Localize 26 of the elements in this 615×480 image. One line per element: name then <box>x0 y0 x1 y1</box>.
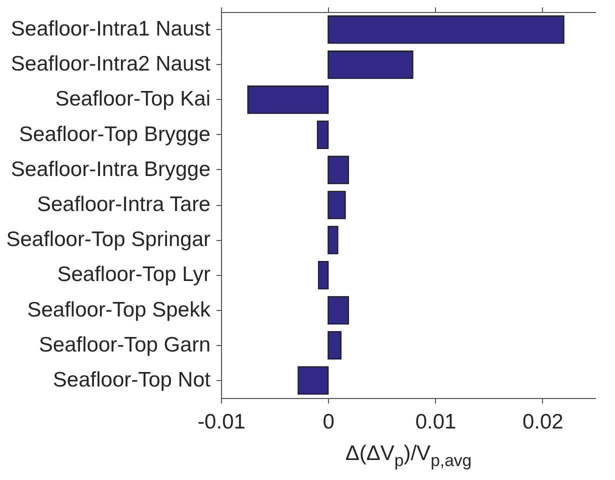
y-tick-label: Seafloor-Intra2 Naust <box>10 52 211 76</box>
x-tick-label: -0.01 <box>198 410 246 434</box>
bar <box>318 260 329 290</box>
bar <box>328 331 342 360</box>
y-tick-label: Seafloor-Top Kai <box>55 88 210 111</box>
y-tick-label: Seafloor-Top Not <box>52 368 211 392</box>
bar <box>298 366 329 395</box>
bar <box>328 226 338 254</box>
x-tick-label: 0.02 <box>522 410 564 434</box>
y-tick-label: Seafloor-Top Springar <box>6 228 211 252</box>
y-tick-label: Seafloor-Top Lyr <box>57 263 211 286</box>
bar <box>328 50 414 79</box>
y-tick-label: Seafloor-Top Brygge <box>19 122 210 146</box>
bar <box>328 296 349 324</box>
bar <box>328 190 346 220</box>
bar <box>247 86 329 114</box>
y-tick-label: Seafloor-Top Spekk <box>27 298 211 322</box>
y-tick-label: Seafloor-Top Garn <box>38 333 210 356</box>
x-tick-label: 0 <box>322 410 334 434</box>
y-tick-label: Seafloor-Intra1 Naust <box>10 18 211 41</box>
y-tick-label: Seafloor-Intra Brygge <box>10 158 210 181</box>
bar <box>316 120 329 150</box>
x-tick-label: 0.01 <box>415 410 456 434</box>
y-tick-label: Seafloor-Intra Tare <box>36 193 210 216</box>
bar <box>328 156 349 184</box>
bar <box>328 15 564 44</box>
